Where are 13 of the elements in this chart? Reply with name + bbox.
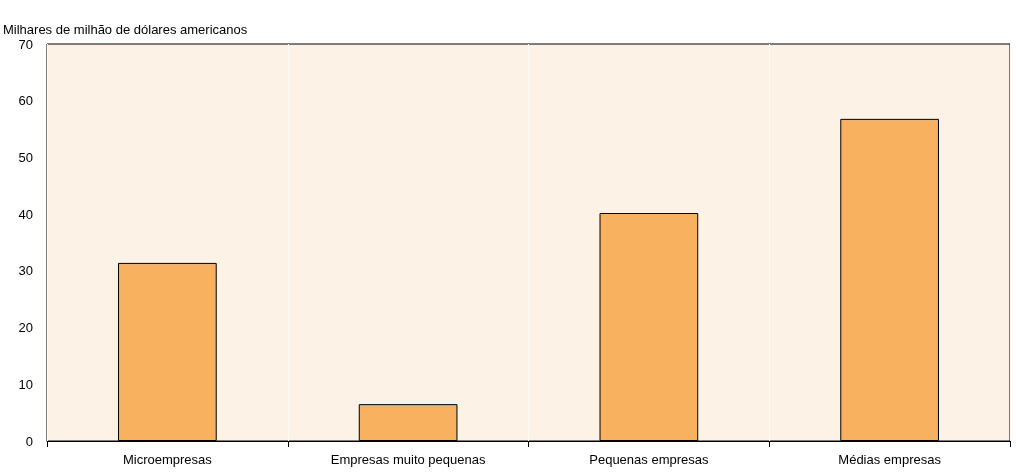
x-tick-label: Empresas muito pequenas <box>330 452 486 467</box>
y-tick-label: 0 <box>25 433 33 449</box>
x-tick-label: Médias empresas <box>838 452 942 467</box>
x-tick-label: Pequenas empresas <box>589 452 709 467</box>
y-tick-label: 60 <box>18 93 33 109</box>
y-tick-label: 50 <box>18 149 33 165</box>
y-tick-label: 10 <box>18 376 33 392</box>
y-tick-label: 70 <box>18 36 33 52</box>
y-tick-label: 40 <box>18 206 33 222</box>
y-tick-label: 20 <box>18 320 33 336</box>
y-tick-label: 30 <box>18 263 33 279</box>
x-tick-label: Microempresas <box>122 452 213 467</box>
y-axis-title: Milhares de milhão de dólares americanos <box>3 22 248 37</box>
